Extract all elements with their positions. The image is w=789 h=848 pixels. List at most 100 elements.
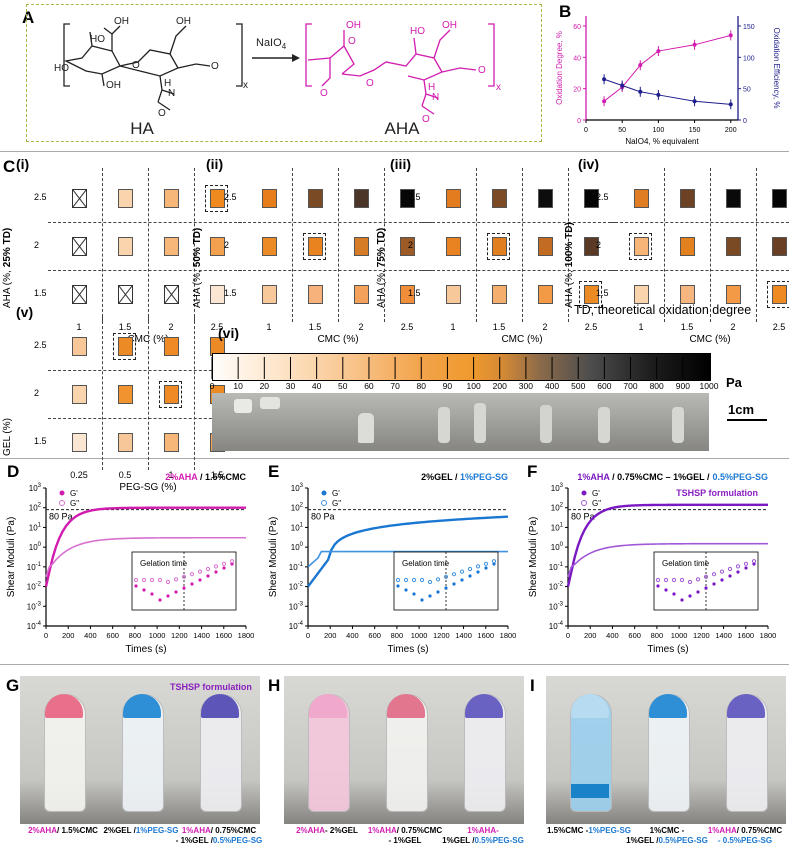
- rheo-ytick-exp: 0: [300, 542, 304, 548]
- b-ylabel-right: Oxidation Efficiency, %: [772, 27, 781, 108]
- grid-xtick: 2.5: [772, 322, 786, 332]
- gel-strip-photo: [212, 393, 709, 451]
- tube-gel: [727, 694, 765, 718]
- grid-cell-swatch: [538, 237, 553, 256]
- rheo-legend-marker-gp: [581, 490, 587, 496]
- rheo-ylabel: Shear Moduli (Pa): [6, 517, 17, 598]
- caption-line-2: - 1%GEL: [358, 836, 452, 846]
- rheo-title: 2%AHA / 1.5%CMC: [165, 472, 246, 482]
- rheo-inset-point-gp: [752, 562, 756, 566]
- caption-part-a: 1%AHA-: [467, 826, 499, 835]
- grid-cell-empty: [164, 285, 179, 304]
- photo-overlay: TSHSP formulation: [170, 682, 252, 692]
- grid-vline: [148, 316, 149, 470]
- rheo-xtick-label: 1800: [760, 631, 777, 640]
- grid-ylabel-td: 50% TD): [192, 227, 203, 268]
- caption-line-1: 1%AHA/ 0.75%CMC: [172, 826, 266, 836]
- ha-structure: [63, 23, 243, 111]
- rheo-inset-point-gp: [712, 582, 716, 586]
- grid-ylabel-td: 100% TD): [564, 222, 575, 268]
- grid-cell-swatch: [72, 433, 87, 452]
- rheo-xtick-label: 800: [651, 631, 664, 640]
- grid-vline: [194, 168, 195, 322]
- grid-cell-swatch: [210, 285, 225, 304]
- grid-hline: [48, 222, 242, 223]
- rheo-legend-gpp: G": [332, 499, 341, 508]
- rheo-ytick-label: 101: [551, 522, 564, 532]
- grid-xtick: 2: [730, 322, 736, 332]
- grid-cell-swatch: [118, 433, 133, 452]
- caption-part-b: / 1.5%CMC: [57, 826, 98, 835]
- grid-cell-swatch: [118, 237, 133, 256]
- rheo-ytick-label: 101: [29, 522, 42, 532]
- rheo-xtick-label: 600: [368, 631, 381, 640]
- rheo-inset-point-gpp: [671, 577, 677, 583]
- grid-vline: [102, 316, 103, 470]
- rheo-inset-point-gpp: [173, 577, 179, 582]
- rheo-inset-point-gpp: [229, 559, 235, 564]
- grid-hline: [48, 270, 242, 271]
- grid-ytick: 1.5: [596, 288, 609, 298]
- photo-caption: 1%CMC -1%GEL /0.5%PEG-SG: [620, 826, 714, 846]
- grid-cell-swatch: [164, 433, 179, 452]
- rheo-ytick-base: 10: [27, 622, 36, 631]
- tube-gel: [201, 694, 239, 718]
- svg-text:O: O: [211, 61, 219, 72]
- rheo-ytick-exp: -3: [558, 601, 564, 607]
- b-point: [602, 99, 607, 104]
- caption-line-1: 1%AHA-: [436, 826, 530, 836]
- grid-cell-swatch: [538, 189, 553, 208]
- b-point: [728, 102, 733, 107]
- rheo-inset-point-gpp: [133, 577, 139, 583]
- caption-part-d: 0.5%PEG-SG: [658, 836, 708, 845]
- svg-text:OH: OH: [346, 20, 361, 31]
- rheo-ytick-label: 101: [291, 522, 304, 532]
- caption-part-b: / 0.75%CMC: [396, 826, 443, 835]
- tube-gel: [45, 694, 83, 718]
- caption-part-a: 1%AHA: [181, 826, 211, 835]
- grid-ylabel-3: AHA (%,100% TD): [564, 208, 578, 308]
- rheo-inset-point-gp: [484, 566, 488, 570]
- rheo-xtick-label: 1200: [693, 631, 710, 640]
- rheo-ytick-exp: -1: [558, 562, 564, 568]
- b-ltick-label: 20: [573, 87, 581, 94]
- grid-cell-swatch: [680, 189, 695, 208]
- panel-label-d: D: [7, 462, 20, 481]
- rheo-legend-marker-gpp: [321, 500, 327, 506]
- grid-cell-swatch: [164, 385, 179, 404]
- colorbar-tick-label: 40: [312, 381, 322, 391]
- grid-cell-swatch: [400, 189, 415, 208]
- rheo-ytick-label: 10-2: [289, 582, 304, 592]
- grid-xlabel: PEG-SG (%): [119, 482, 177, 493]
- b-xtick-label: 200: [725, 127, 737, 134]
- grid-cell-swatch: [680, 285, 695, 304]
- rheo-inset-point-gpp: [679, 577, 685, 583]
- grid-vline: [194, 316, 195, 470]
- grid-xtick: 1.5: [118, 322, 132, 332]
- caption-part-a: 2%GEL /: [103, 826, 136, 835]
- rheo-legend-gpp: G": [592, 499, 601, 508]
- rheo-inset-point-gpp: [483, 561, 489, 566]
- grid-ytick: 2: [224, 240, 230, 250]
- grid-cell-swatch: [634, 285, 649, 304]
- rheo-inset-point-gpp: [165, 579, 171, 585]
- rheo-inset-point-gpp: [213, 564, 219, 569]
- grid-vline: [148, 168, 149, 322]
- grid-xtick: 1: [168, 470, 174, 480]
- rheo-xtick-label: 0: [44, 631, 48, 640]
- rheo-inset-point-gp: [142, 588, 146, 592]
- caption-part-a: 2%AHA: [28, 826, 57, 835]
- grid-cell-swatch: [584, 285, 599, 304]
- rheo-xtick-label: 1400: [193, 631, 210, 640]
- rheo-ytick-base: 10: [291, 504, 300, 513]
- svg-text:OH: OH: [114, 16, 129, 27]
- b-point: [638, 63, 643, 68]
- rheo-ytick-base: 10: [29, 523, 38, 532]
- caption-part-b: 1%PEG-SG: [135, 826, 179, 835]
- rheo-ytick-base: 10: [289, 563, 298, 572]
- rheo-legend-gp: G': [332, 489, 340, 498]
- rheo-inset-point-gp: [720, 578, 724, 582]
- grid-vline: [384, 168, 385, 322]
- rheo-title-part2: / 1.5%CMC: [200, 472, 247, 482]
